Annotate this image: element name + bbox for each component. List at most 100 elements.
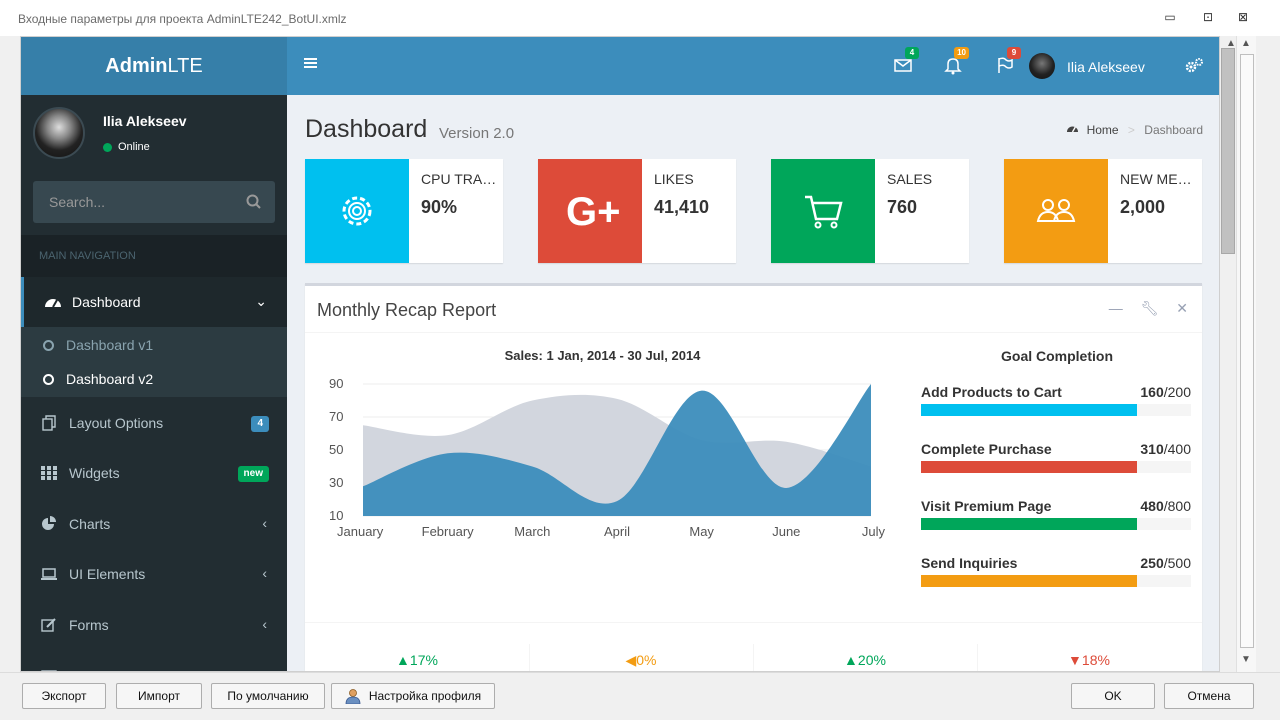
remove-icon[interactable]: ✕ xyxy=(1176,300,1188,316)
breadcrumb: Home > Dashboard xyxy=(1066,123,1203,137)
window-titlebar: Входные параметры для проекта AdminLTE24… xyxy=(0,0,1280,36)
bell-icon[interactable]: 10 xyxy=(943,47,969,77)
box-title: Monthly Recap Report xyxy=(317,300,497,320)
gear-icon xyxy=(305,159,409,263)
info-box-value: 760 xyxy=(887,197,918,217)
status-dot-icon xyxy=(103,142,112,152)
info-box-label: LIKES xyxy=(654,171,694,187)
pie-chart-icon xyxy=(41,516,59,532)
goal-total: /400 xyxy=(1163,441,1191,457)
x-tick-label: March xyxy=(514,524,550,539)
info-box-cpu: CPU TRAFFIC 90% xyxy=(305,159,503,263)
info-box-sales: SALES 760 xyxy=(771,159,969,263)
sidebar-item-dashboard[interactable]: Dashboard ⌄ xyxy=(21,277,287,327)
sidebar-subitem-dashboard-v1[interactable]: Dashboard v1 xyxy=(43,337,153,353)
box-divider xyxy=(305,332,1202,333)
outer-scrollbar[interactable]: ▲ ▼ xyxy=(1236,36,1256,672)
y-tick-label: 90 xyxy=(329,376,343,391)
close-icon[interactable]: ⊠ xyxy=(1237,10,1249,24)
import-button[interactable]: Импорт xyxy=(116,683,202,709)
info-box-label: CPU TRAFFIC xyxy=(421,171,497,187)
sidebar-item-label: Widgets xyxy=(69,465,120,481)
sidebar-item-ui-elements[interactable]: UI Elements ‹ xyxy=(21,549,287,599)
breadcrumb-home[interactable]: Home xyxy=(1086,123,1119,137)
sales-area-chart: 10 30 50 70 90 January February March April May Ju… xyxy=(329,376,886,539)
circle-icon xyxy=(43,340,54,351)
defaults-button[interactable]: По умолчанию xyxy=(211,683,325,709)
series-area-2 xyxy=(363,384,871,516)
monthly-recap-box: Monthly Recap Report — 🔧︎ ✕ Sales: 1 Jan… xyxy=(305,283,1202,671)
collapse-icon[interactable]: — xyxy=(1108,300,1123,316)
chevron-left-icon: ‹ xyxy=(262,515,267,531)
chevron-left-icon: ‹ xyxy=(262,565,267,581)
search-input[interactable] xyxy=(33,181,233,223)
search-icon[interactable] xyxy=(245,193,263,211)
google-plus-icon: G+ xyxy=(538,159,642,263)
info-box-value: 2,000 xyxy=(1120,197,1166,217)
web-view: AdminLTE 4 10 9 Ilia Alekseev xyxy=(20,36,1220,672)
wrench-icon[interactable]: 🔧︎ xyxy=(1140,300,1159,316)
dashboard-icon xyxy=(1066,123,1079,137)
x-tick-label: January xyxy=(337,524,384,539)
scroll-thumb[interactable] xyxy=(1221,48,1235,254)
ok-button[interactable]: OK xyxy=(1071,683,1155,709)
goal-total: /500 xyxy=(1163,555,1191,571)
sidebar-item-charts[interactable]: Charts ‹ xyxy=(21,499,287,549)
info-box-value: 90% xyxy=(421,197,458,217)
gears-icon[interactable] xyxy=(1183,55,1205,77)
logo-light-text: LTE xyxy=(167,55,203,77)
messages-icon[interactable]: 4 xyxy=(893,47,919,77)
th-icon xyxy=(41,465,59,481)
laptop-icon xyxy=(41,566,59,582)
sidebar-subitem-dashboard-v2[interactable]: Dashboard v2 xyxy=(43,371,153,387)
top-navbar: 4 10 9 Ilia Alekseev xyxy=(287,37,1219,95)
online-status: Online xyxy=(103,141,150,153)
goal-done: 310 xyxy=(1140,441,1164,457)
window-title: Входные параметры для проекта AdminLTE24… xyxy=(18,12,347,26)
info-box-members: NEW MEMBERS 2,000 xyxy=(1004,159,1202,263)
chevron-down-icon: ⌄ xyxy=(255,293,267,309)
sidebar-item-label: Charts xyxy=(69,516,111,532)
dashboard-icon xyxy=(44,294,62,310)
svg-text:G+: G+ xyxy=(566,190,620,234)
progress-fill xyxy=(921,461,1137,473)
chart-title: Sales: 1 Jan, 2014 - 30 Jul, 2014 xyxy=(504,348,701,363)
minimize-icon[interactable]: ▭ xyxy=(1164,10,1176,24)
goal-done: 250 xyxy=(1140,555,1164,571)
y-tick-label: 50 xyxy=(329,442,343,457)
cancel-button[interactable]: Отмена xyxy=(1164,683,1254,709)
progress-fill xyxy=(921,575,1137,587)
sidebar-item-widgets[interactable]: Widgets new xyxy=(21,448,287,498)
chevron-left-icon: ‹ xyxy=(262,616,267,632)
scroll-up-icon[interactable]: ▲ xyxy=(1241,38,1251,49)
percentage-change: ◀0% xyxy=(625,652,657,668)
scroll-up-icon[interactable]: ▲ xyxy=(1226,38,1236,49)
scroll-thumb[interactable] xyxy=(1240,54,1254,648)
progress-fill xyxy=(921,518,1137,530)
header-user-name[interactable]: Ilia Alekseev xyxy=(1067,59,1145,75)
profile-settings-button[interactable]: Настройка профиля xyxy=(331,683,495,709)
status-text: Online xyxy=(118,141,150,153)
flag-icon[interactable]: 9 xyxy=(995,47,1021,77)
sidebar-item-tables[interactable] xyxy=(21,651,287,671)
sidebar-item-forms[interactable]: Forms ‹ xyxy=(21,600,287,650)
user-avatar[interactable] xyxy=(1029,53,1055,79)
sidebar-item-layout-options[interactable]: Layout Options 4 xyxy=(21,398,287,448)
files-icon xyxy=(41,415,59,431)
x-tick-label: July xyxy=(862,524,886,539)
sidebar-item-label: Dashboard xyxy=(72,294,141,310)
export-button[interactable]: Экспорт xyxy=(22,683,106,709)
users-icon xyxy=(1004,159,1108,263)
restore-icon[interactable]: ⊡ xyxy=(1202,10,1214,24)
dashboard-submenu: Dashboard v1 Dashboard v2 xyxy=(21,327,287,397)
scroll-down-icon[interactable]: ▼ xyxy=(1241,654,1251,665)
sidebar-toggle-icon[interactable] xyxy=(303,55,321,77)
circle-icon xyxy=(43,374,54,385)
breadcrumb-separator: > xyxy=(1127,123,1135,137)
nav-section-header: MAIN NAVIGATION xyxy=(21,235,287,277)
sidebar-item-label: Forms xyxy=(69,617,109,633)
brand-logo[interactable]: AdminLTE xyxy=(21,37,287,95)
goal-label: Add Products to Cart xyxy=(921,384,1062,400)
sidebar-item-label: UI Elements xyxy=(69,566,146,582)
